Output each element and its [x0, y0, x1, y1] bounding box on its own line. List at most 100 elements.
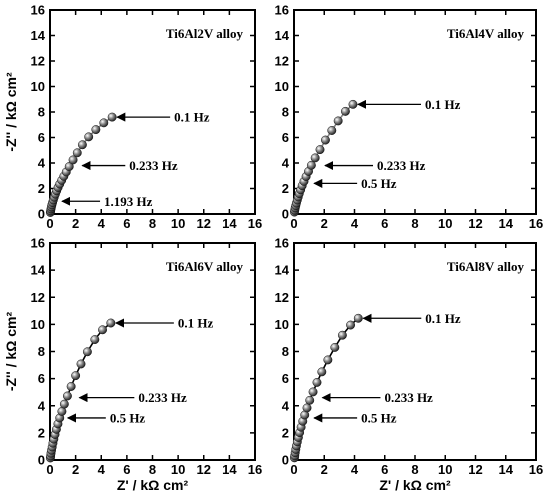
- x-tick-label: 6: [123, 216, 130, 231]
- x-tick-label: 12: [468, 216, 482, 231]
- data-point: [348, 99, 358, 109]
- y-tick-label: 16: [275, 236, 289, 251]
- panel-label: Ti6Al4V alloy: [447, 26, 525, 41]
- x-tick-label: 12: [197, 216, 211, 231]
- x-tick-label: 10: [171, 462, 185, 477]
- data-point: [90, 335, 100, 345]
- x-tick-label: 0: [46, 462, 53, 477]
- y-tick-label: 12: [275, 54, 289, 69]
- x-tick-label: 12: [468, 462, 482, 477]
- y-tick-label: 0: [38, 207, 45, 222]
- x-tick-label: 6: [123, 462, 130, 477]
- data-point: [107, 112, 117, 122]
- y-tick-label: 0: [282, 453, 289, 468]
- y-axis-title: -Z'' / kΩ cm²: [3, 72, 19, 152]
- series-line: [293, 103, 354, 213]
- x-tick-label: 0: [290, 216, 297, 231]
- x-tick-label: 8: [411, 462, 418, 477]
- annotation-label: 0.233 Hz: [384, 390, 433, 405]
- y-tick-label: 6: [38, 130, 45, 145]
- annotation-label: 0.233 Hz: [129, 158, 178, 173]
- x-tick-label: 10: [438, 462, 452, 477]
- data-point: [77, 140, 87, 150]
- annotation-label: 0.1 Hz: [425, 97, 461, 112]
- y-tick-label: 0: [38, 453, 45, 468]
- panel-label: Ti6Al2V alloy: [166, 26, 244, 41]
- y-tick-label: 8: [38, 105, 45, 120]
- x-axis-title: Z' / kΩ cm²: [117, 477, 189, 493]
- x-tick-label: 14: [222, 462, 237, 477]
- annotation-label: 0.233 Hz: [138, 390, 187, 405]
- y-tick-label: 6: [38, 371, 45, 386]
- annotation-label: 0.233 Hz: [377, 158, 426, 173]
- y-tick-label: 2: [38, 181, 45, 196]
- x-tick-label: 16: [248, 216, 262, 231]
- y-tick-label: 10: [31, 317, 45, 332]
- y-tick-label: 4: [282, 398, 290, 413]
- y-tick-label: 16: [31, 236, 45, 251]
- y-tick-label: 16: [275, 3, 289, 18]
- data-point: [66, 382, 76, 391]
- plot-frame: [293, 242, 537, 461]
- data-point: [306, 160, 316, 170]
- data-point: [99, 118, 109, 128]
- y-tick-label: 10: [275, 79, 289, 94]
- x-tick-label: 14: [499, 462, 514, 477]
- x-tick-label: 12: [197, 462, 211, 477]
- data-point: [327, 126, 337, 135]
- x-tick-label: 16: [248, 462, 262, 477]
- data-point: [59, 399, 69, 409]
- panel-2: 0 2 4 6 8 10 12 14 16 0 2 4 6 8 10 12 14 16 Ti6Al4V alloy 0…: [275, 3, 544, 232]
- panel-3: 0 2 4 6 8 10 12 14 16 0 2 4 6 8 10 12 14 16 -Z'' / kΩ cm² Z…: [3, 236, 262, 494]
- x-tick-label: 6: [381, 216, 388, 231]
- panel-label: Ti6Al6V alloy: [166, 259, 244, 274]
- data-point: [308, 387, 318, 397]
- y-tick-label: 12: [31, 54, 45, 69]
- y-tick-label: 8: [282, 105, 289, 120]
- data-point: [98, 325, 107, 335]
- data-point: [315, 145, 325, 155]
- data-point: [323, 355, 333, 365]
- x-tick-label: 14: [222, 216, 237, 231]
- x-tick-label: 16: [529, 216, 543, 231]
- y-tick-label: 4: [282, 156, 290, 171]
- y-tick-label: 2: [38, 425, 45, 440]
- x-tick-label: 10: [171, 216, 185, 231]
- data-point: [68, 155, 78, 165]
- data-point: [312, 377, 322, 387]
- x-tick-label: 2: [72, 462, 79, 477]
- annotation-label: 0.1 Hz: [174, 110, 210, 125]
- y-tick-label: 4: [38, 398, 46, 413]
- annotation-label: 0.1 Hz: [425, 311, 461, 326]
- x-tick-label: 16: [529, 462, 543, 477]
- y-tick-label: 8: [38, 344, 45, 359]
- y-tick-label: 8: [282, 344, 289, 359]
- data-point: [82, 347, 92, 357]
- data-point: [346, 320, 356, 330]
- annotation-label: 0.5 Hz: [110, 410, 146, 425]
- annotation-label: 0.5 Hz: [361, 176, 397, 191]
- data-point: [62, 391, 72, 401]
- y-tick-label: 14: [31, 28, 46, 43]
- data-point: [71, 371, 81, 381]
- x-tick-label: 4: [98, 462, 106, 477]
- annotation-label: 0.5 Hz: [361, 410, 397, 425]
- y-tick-label: 10: [275, 317, 289, 332]
- x-tick-label: 8: [149, 462, 156, 477]
- y-tick-label: 14: [275, 28, 290, 43]
- annotation-label: 1.193 Hz: [104, 194, 153, 209]
- data-point: [305, 395, 315, 405]
- series-line: [49, 116, 113, 213]
- data-point: [76, 359, 86, 369]
- y-tick-label: 0: [282, 207, 289, 222]
- y-tick-label: 6: [282, 130, 289, 145]
- x-tick-label: 4: [351, 462, 359, 477]
- data-point: [91, 125, 101, 135]
- data-point: [106, 318, 116, 328]
- x-tick-label: 6: [381, 462, 388, 477]
- data-point: [321, 135, 330, 145]
- data-point: [302, 403, 312, 413]
- data-point: [330, 342, 340, 352]
- annotation-label: 0.1 Hz: [178, 316, 214, 331]
